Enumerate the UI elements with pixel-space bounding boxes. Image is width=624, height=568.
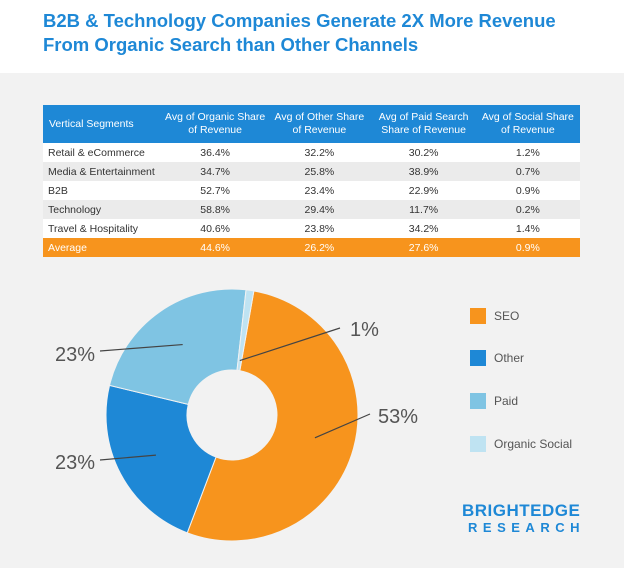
social-share-cell: 0.9% [475,181,580,200]
donut-slice-seo [186,290,359,542]
table-row: Media & Entertainment 34.7% 25.8% 38.9% … [43,162,580,181]
brightedge-research-logo: BRIGHTEDGE RESEARCH [462,502,580,536]
table-row: Technology 58.8% 29.4% 11.7% 0.2% [43,200,580,219]
header-vertical-segments: Vertical Segments [43,105,163,143]
organic-share-cell: 58.8% [163,200,268,219]
leader-line-other [99,454,156,461]
average-paid-share: 27.6% [371,238,476,257]
paid-share-cell: 34.2% [371,219,476,238]
social-share-cell: 1.2% [475,143,580,162]
other-share-cell: 25.8% [267,162,372,181]
paid-share-cell: 11.7% [371,200,476,219]
other-share-cell: 29.4% [267,200,372,219]
other-share-cell: 32.2% [267,143,372,162]
donut-slice-paid [108,288,247,406]
donut-slice-other [105,384,217,534]
table-row: Travel & Hospitality 40.6% 23.8% 34.2% 1… [43,219,580,238]
legend-swatch-seo [470,308,486,324]
average-organic-share: 44.6% [163,238,268,257]
segment-name: B2B [43,181,163,200]
table-row: Retail & eCommerce 36.4% 32.2% 30.2% 1.2… [43,143,580,162]
average-other-share: 26.2% [267,238,372,257]
organic-share-cell: 36.4% [163,143,268,162]
other-share-cell: 23.8% [267,219,372,238]
legend-label-other: Other [494,351,525,365]
other-share-cell: 23.4% [267,181,372,200]
data-label-seo: 53% [378,406,418,428]
organic-share-cell: 40.6% [163,219,268,238]
leader-line-seo [314,413,371,439]
social-share-cell: 0.2% [475,200,580,219]
average-social-share: 0.9% [475,238,580,257]
donut-slice-organic-social [236,289,255,372]
segment-name: Technology [43,200,163,219]
data-label-paid: 23% [55,344,95,366]
legend-label-paid: Paid [494,394,519,408]
header-organic-share: Avg of Organic Share of Revenue [163,105,268,143]
legend-label-seo: SEO [494,309,520,323]
paid-share-cell: 38.9% [371,162,476,181]
segment-name: Retail & eCommerce [43,143,163,162]
leader-line-paid [99,343,183,352]
header-paid-share: Avg of Paid Search Share of Revenue [371,105,476,143]
header: B2B & Technology Companies Generate 2X M… [0,0,624,73]
average-label: Average [43,238,163,257]
table-header-row: Vertical Segments Avg of Organic Share o… [43,105,580,143]
social-share-cell: 1.4% [475,219,580,238]
header-other-share: Avg of Other Share of Revenue [267,105,372,143]
header-social-share: Avg of Social Share of Revenue [475,105,580,143]
organic-share-cell: 34.7% [163,162,268,181]
paid-share-cell: 22.9% [371,181,476,200]
social-share-cell: 0.7% [475,162,580,181]
organic-share-cell: 52.7% [163,181,268,200]
legend-swatch-other [470,350,486,366]
paid-share-cell: 30.2% [371,143,476,162]
segment-name: Travel & Hospitality [43,219,163,238]
average-row: Average 44.6% 26.2% 27.6% 0.9% [43,238,580,257]
data-label-other: 23% [55,452,95,474]
legend-swatch-paid [470,393,486,409]
chart-title: B2B & Technology Companies Generate 2X M… [43,10,556,55]
brand-subtitle: RESEARCH [468,520,585,535]
data-label-organic-social: 1% [350,319,379,341]
donut-chart: 53% 23% 23% 1% [55,288,418,542]
table-row: B2B 52.7% 23.4% 22.9% 0.9% [43,181,580,200]
brand-name: BRIGHTEDGE [462,501,581,520]
segment-name: Media & Entertainment [43,162,163,181]
legend-swatch-organic-social [470,436,486,452]
legend-label-organic-social: Organic Social [494,437,573,451]
segments-table: Vertical Segments Avg of Organic Share o… [43,105,580,257]
leader-line-organic-social [239,327,341,362]
